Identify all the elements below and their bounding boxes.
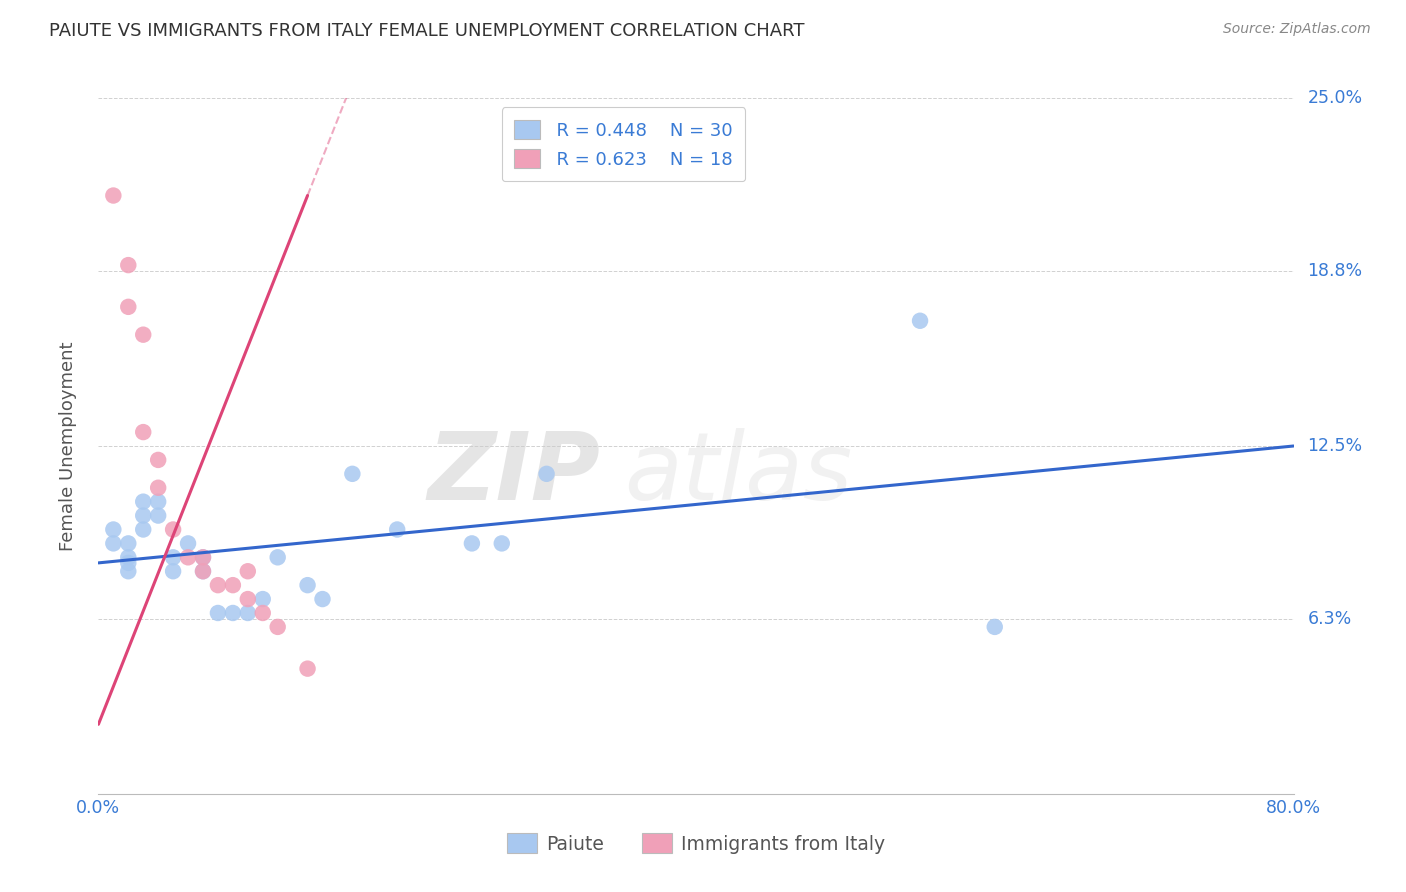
Point [236, 564, 259, 578]
Text: 12.5%: 12.5% [1308, 437, 1362, 455]
Point [984, 620, 1007, 634]
Point [117, 258, 139, 272]
Point [117, 300, 139, 314]
Point [148, 508, 170, 523]
Point [267, 550, 290, 565]
Point [162, 550, 184, 565]
Point [148, 453, 170, 467]
Point [162, 523, 184, 537]
Point [297, 578, 319, 592]
Point [132, 494, 155, 508]
Point [103, 188, 125, 202]
Point [311, 592, 333, 607]
Point [132, 508, 155, 523]
Point [103, 536, 125, 550]
Text: 18.8%: 18.8% [1308, 261, 1362, 280]
Point [148, 494, 170, 508]
Point [491, 536, 513, 550]
Text: atlas: atlas [624, 428, 852, 519]
Point [342, 467, 364, 481]
Point [236, 606, 259, 620]
Text: 25.0%: 25.0% [1308, 89, 1362, 107]
Point [385, 523, 409, 537]
Point [908, 314, 931, 328]
Legend: Paiute, Immigrants from Italy: Paiute, Immigrants from Italy [499, 825, 893, 861]
Point [461, 536, 484, 550]
Point [117, 556, 139, 570]
Point [252, 606, 274, 620]
Point [117, 550, 139, 565]
Point [236, 592, 259, 607]
Point [207, 606, 229, 620]
Point [222, 606, 245, 620]
Point [191, 564, 214, 578]
Y-axis label: Female Unemployment: Female Unemployment [59, 342, 77, 550]
Text: Source: ZipAtlas.com: Source: ZipAtlas.com [1223, 22, 1371, 37]
Point [132, 425, 155, 439]
Point [252, 592, 274, 607]
Point [191, 564, 214, 578]
Text: 6.3%: 6.3% [1308, 609, 1351, 628]
Point [191, 550, 214, 565]
Point [148, 481, 170, 495]
Point [117, 564, 139, 578]
Text: PAIUTE VS IMMIGRANTS FROM ITALY FEMALE UNEMPLOYMENT CORRELATION CHART: PAIUTE VS IMMIGRANTS FROM ITALY FEMALE U… [49, 22, 804, 40]
Point [222, 578, 245, 592]
Point [207, 578, 229, 592]
Point [267, 620, 290, 634]
Point [132, 327, 155, 342]
Point [536, 467, 558, 481]
Point [297, 662, 319, 676]
Point [162, 564, 184, 578]
Point [132, 523, 155, 537]
Point [191, 550, 214, 565]
Point [177, 550, 200, 565]
Point [103, 523, 125, 537]
Point [177, 536, 200, 550]
Text: ZIP: ZIP [427, 428, 600, 520]
Point [117, 536, 139, 550]
